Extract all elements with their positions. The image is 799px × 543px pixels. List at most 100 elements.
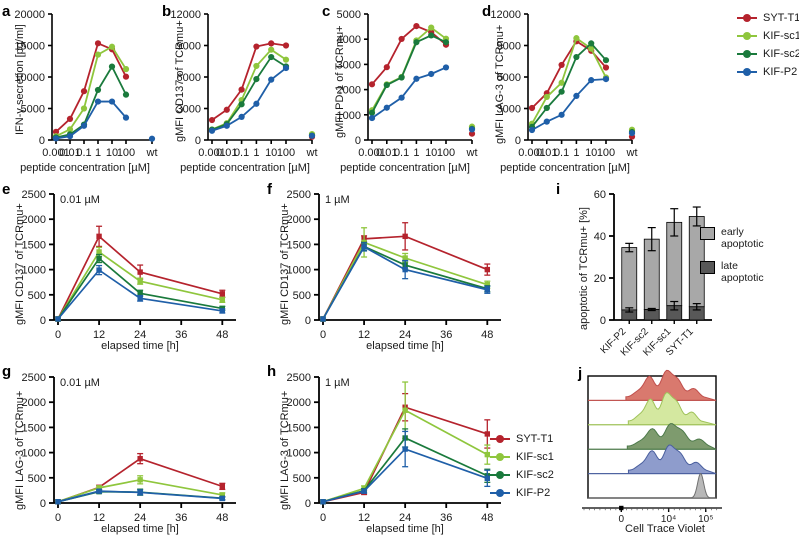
data-point	[320, 316, 326, 322]
x-tick-label: 48	[216, 512, 228, 524]
y-tick-label: 1000	[287, 265, 311, 277]
data-point	[368, 81, 376, 88]
panel-i: i apoptotic of TCRmu+ [%] 0 20 40 60 KIF-P2 K…	[530, 180, 799, 358]
legend-label-line2: apoptotic	[721, 238, 764, 250]
panel-c-y-axis-title: gMFI PD-1 of TCRmu+	[334, 25, 346, 138]
x-tick-label: 0	[618, 514, 624, 525]
x-tick-label: 0	[320, 512, 326, 524]
data-point	[66, 133, 74, 140]
y-tick-label: 3000	[177, 104, 201, 116]
data-point	[122, 114, 130, 121]
data-point	[588, 77, 595, 84]
swatch-early-apoptotic	[700, 227, 715, 240]
series-line	[322, 245, 488, 320]
panel-g-plot: 0 500 1000 1500 2000 2500 0 12 24 36 48	[22, 372, 236, 524]
data-point	[368, 109, 376, 116]
data-point	[484, 431, 491, 437]
legend-label-line1: early	[721, 226, 744, 238]
data-point	[361, 488, 367, 494]
data-point	[96, 485, 102, 491]
data-point	[413, 75, 420, 82]
data-point	[219, 483, 226, 490]
panel-j-label: j	[578, 365, 583, 382]
data-point	[588, 45, 595, 52]
y-tick-label: 0	[40, 315, 46, 327]
data-point	[223, 122, 230, 129]
data-point	[361, 244, 367, 250]
panel-h-y-axis-title: gMFI LAG-3 of TCRmu+	[279, 390, 291, 510]
series-line	[371, 25, 447, 85]
x-tick-label: 24	[399, 329, 411, 341]
y-tick-label: 1500	[287, 239, 311, 251]
panel-f-annotation: 1 µM	[325, 194, 350, 206]
x-tick-label: 1	[95, 147, 101, 159]
x-tick-label: 0	[55, 329, 61, 341]
data-point	[137, 489, 143, 496]
data-point	[442, 39, 450, 46]
panel-e-label: e	[2, 181, 11, 198]
data-point	[108, 43, 116, 50]
x-tick-label: 10	[106, 147, 118, 159]
x-tick-label: 36	[175, 329, 187, 341]
y-tick-label: 3000	[497, 104, 521, 116]
data-point	[308, 132, 316, 139]
data-point	[484, 475, 491, 482]
data-point	[282, 64, 290, 72]
data-point	[282, 56, 290, 63]
data-point	[413, 22, 420, 30]
data-point	[137, 290, 143, 296]
panel-h-plot: 0 500 1000 1500 2000 2500 0 12 24 36 48	[287, 372, 501, 524]
data-point	[398, 35, 405, 43]
x-tick-label: 0.01	[59, 147, 80, 159]
x-tick-label: 0.1	[234, 147, 249, 159]
data-point	[402, 446, 408, 452]
data-point	[628, 129, 636, 137]
series-line	[371, 26, 447, 111]
y-tick-label: 500	[293, 290, 311, 302]
x-tick-label: 12	[93, 329, 105, 341]
panel-e-plot: 0 500 1000 1500 2000 2500 0 12 24 36 48	[22, 189, 236, 341]
data-point	[428, 24, 435, 31]
data-point	[96, 255, 102, 262]
panel-d-label: d	[482, 3, 492, 20]
legend-label: KIF-P2	[516, 487, 551, 499]
y-tick-label: 1000	[22, 448, 46, 460]
data-point	[558, 61, 565, 69]
panel-a-label: a	[2, 3, 11, 20]
data-point	[528, 104, 536, 112]
data-point	[368, 114, 376, 122]
x-tick-label: 0.001	[42, 147, 70, 159]
data-point	[137, 455, 143, 462]
x-tick-label: 48	[481, 512, 493, 524]
y-tick-label: 4000	[337, 34, 361, 46]
data-point	[80, 88, 88, 95]
x-tick-label: wt	[146, 147, 158, 159]
histogram-trace	[588, 444, 717, 475]
data-point	[413, 39, 420, 46]
panel-j-x-axis-title: Cell Trace Violet	[625, 523, 705, 535]
data-point	[268, 46, 275, 53]
data-point	[398, 74, 405, 81]
data-point	[148, 135, 156, 142]
y-tick-label: 0	[305, 498, 311, 510]
data-point	[219, 291, 226, 297]
x-tick-label: 100	[117, 147, 135, 159]
y-tick-label: 12000	[490, 9, 521, 21]
panel-c: c gMFI PD-1 of TCRmu+ 0 1000 2000 3000 4000 5…	[320, 0, 480, 180]
x-tick-label: wt	[466, 147, 478, 159]
data-point	[268, 53, 275, 61]
x-tick-label: 0.1	[394, 147, 409, 159]
y-tick-label: 9000	[497, 41, 521, 53]
data-point	[588, 40, 595, 47]
y-tick-label: 12000	[170, 9, 201, 21]
legend-label: KIF-sc1	[763, 30, 799, 42]
data-point	[602, 76, 610, 83]
legend-label: SYT-T1	[516, 433, 554, 445]
data-point	[602, 57, 610, 64]
data-point	[137, 295, 143, 302]
panel-i-y-axis-title: apoptotic of TCRmu+ [%]	[578, 207, 590, 330]
x-tick-label: 0	[55, 512, 61, 524]
data-point	[253, 100, 260, 107]
panel-f: f gMFI CD137 of TCRmu+ 1 µM 0 500 1000 1500…	[265, 180, 530, 358]
data-point	[543, 93, 550, 101]
